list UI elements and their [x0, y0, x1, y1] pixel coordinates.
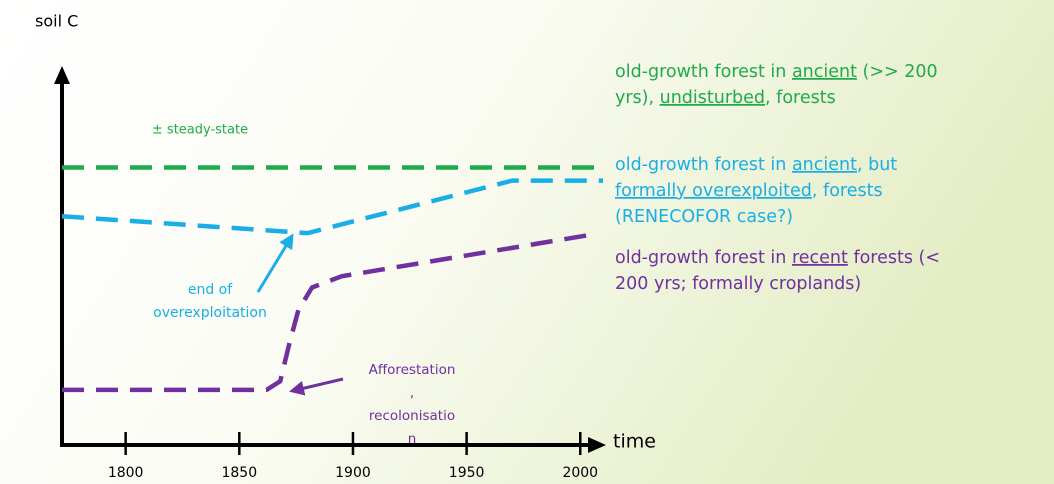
legend-entry: old-growth forest in ancient, but	[615, 155, 897, 175]
legend-text: , forests	[765, 88, 836, 108]
legend-text: recent	[792, 248, 848, 268]
legend-entry: 200 yrs; formally croplands)	[615, 274, 861, 294]
legend-entry: formally overexploited, forests	[615, 181, 883, 201]
legend-text: (RENECOFOR case?)	[615, 207, 793, 227]
series-line	[61, 178, 603, 236]
legend-text: undisturbed	[660, 88, 765, 108]
legend-text: ancient	[792, 62, 857, 82]
x-tick-label: 2000	[562, 465, 598, 481]
legend-text: ancient	[792, 155, 857, 175]
legend-text: yrs),	[615, 88, 660, 108]
y-axis-label: soil C	[35, 12, 78, 31]
legend-text: old-growth forest in	[615, 62, 792, 82]
legend-entry: (RENECOFOR case?)	[615, 207, 793, 227]
legend-text: formally overexploited	[615, 181, 812, 201]
x-tick-label: 1800	[108, 465, 144, 481]
legend-text: , forests	[812, 181, 883, 201]
legend-entry: old-growth forest in ancient (>> 200	[615, 62, 938, 82]
annotation-arrow	[256, 233, 294, 293]
annotation: ± steady-state	[152, 123, 248, 138]
legend-entry: yrs), undisturbed, forests	[615, 88, 836, 108]
x-tick-label: 1900	[335, 465, 371, 481]
annotation-arrow	[289, 377, 344, 396]
series-line	[62, 232, 590, 393]
legend-text: , but	[857, 155, 897, 175]
legend-text: 200 yrs; formally croplands)	[615, 274, 861, 294]
legend-text: old-growth forest in	[615, 248, 792, 268]
annotation: recolonisatio	[369, 408, 455, 424]
annotation: end of	[188, 282, 233, 298]
annotation: ,	[410, 385, 414, 401]
x-tick-label: 1950	[449, 465, 485, 481]
y-axis-arrow	[54, 66, 70, 84]
legend-text: old-growth forest in	[615, 155, 792, 175]
legend-text: forests (<	[848, 248, 940, 268]
x-tick-label: 1850	[221, 465, 257, 481]
x-axis-label: time	[613, 431, 656, 453]
legend-text: (>> 200	[857, 62, 938, 82]
annotation: n	[408, 431, 417, 447]
annotation: overexploitation	[153, 305, 267, 321]
x-axis-arrow	[588, 437, 606, 453]
legend-entry: old-growth forest in recent forests (<	[615, 248, 940, 268]
annotation: Afforestation	[369, 362, 456, 378]
